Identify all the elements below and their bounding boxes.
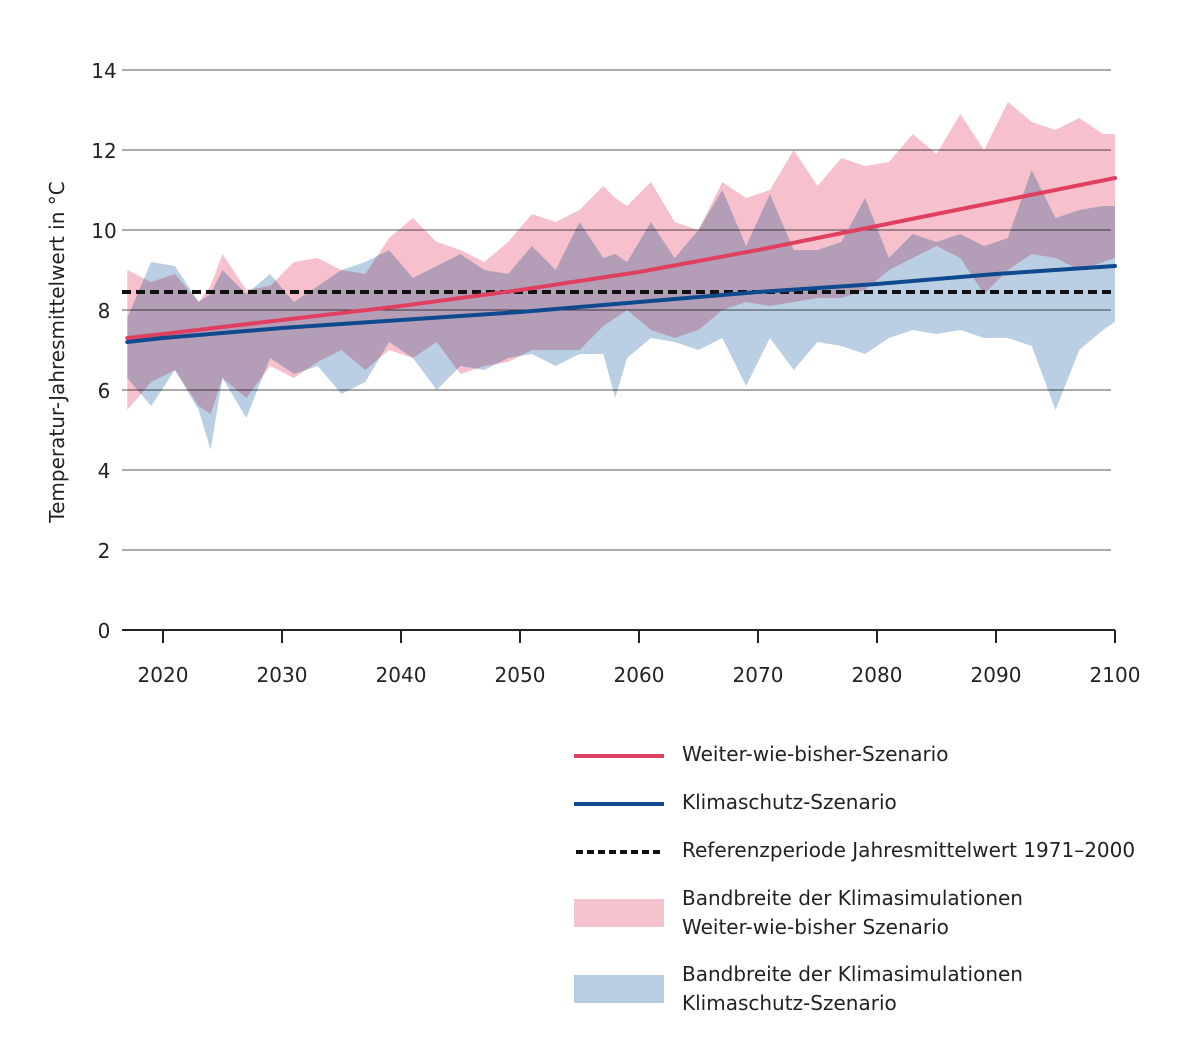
- legend-item-klimaschutz: Klimaschutz-Szenario: [574, 788, 1135, 818]
- legend-swatch-pink-band: [574, 899, 664, 927]
- legend-swatch-dashed-line: [576, 850, 664, 854]
- legend-label: Bandbreite der Klimasimulationen: [682, 886, 1023, 910]
- legend-item-band-klimaschutz: Bandbreite der Klimasimulationen Klimasc…: [574, 960, 1135, 1018]
- temperature-chart: 0 2 4 6 8 10 12 14 2020 2030 2040 2050 2060 2070 2080 2…: [45, 59, 1141, 687]
- x-tick-label: 2100: [1090, 663, 1141, 687]
- x-tick-label: 2050: [495, 663, 546, 687]
- legend: Weiter-wie-bisher-Szenario Klimaschutz-S…: [574, 740, 1135, 1036]
- x-tick-label: 2020: [138, 663, 189, 687]
- y-tick-label: 4: [98, 459, 111, 483]
- x-tick-label: 2080: [852, 663, 903, 687]
- y-tick-label: 12: [91, 139, 116, 163]
- legend-label: Weiter-wie-bisher-Szenario: [682, 742, 949, 766]
- legend-label-line2: Klimaschutz-Szenario: [682, 991, 897, 1015]
- line-weiter-wie-bisher: [125, 176, 1117, 340]
- y-tick-label: 10: [91, 219, 116, 243]
- legend-label-line2: Weiter-wie-bisher Szenario: [682, 915, 949, 939]
- legend-swatch-blue-band: [574, 975, 664, 1003]
- line-klimaschutz: [125, 264, 1117, 344]
- legend-item-band-bau: Bandbreite der Klimasimulationen Weiter-…: [574, 884, 1135, 942]
- legend-item-reference: Referenzperiode Jahresmittelwert 1971–20…: [574, 836, 1135, 866]
- y-tick-label: 2: [98, 539, 111, 563]
- legend-label: Bandbreite der Klimasimulationen: [682, 962, 1023, 986]
- x-tick-label: 2040: [376, 663, 427, 687]
- legend-item-bau: Weiter-wie-bisher-Szenario: [574, 740, 1135, 770]
- legend-swatch-red-line: [574, 754, 664, 758]
- y-tick-label: 6: [98, 379, 111, 403]
- y-tick-label: 0: [98, 619, 111, 643]
- x-tick-label: 2060: [614, 663, 665, 687]
- x-tick-label: 2070: [733, 663, 784, 687]
- y-axis-label: Temperatur-Jahresmittelwert in °C: [45, 181, 69, 523]
- y-tick-label: 8: [98, 299, 111, 323]
- x-tick-label: 2090: [971, 663, 1022, 687]
- band-klimaschutz: [127, 170, 1116, 450]
- legend-swatch-blue-line: [574, 802, 664, 806]
- y-tick-label: 14: [91, 59, 116, 83]
- x-tick-label: 2030: [257, 663, 308, 687]
- legend-label: Klimaschutz-Szenario: [682, 790, 897, 814]
- legend-label: Referenzperiode Jahresmittelwert 1971–20…: [682, 838, 1136, 862]
